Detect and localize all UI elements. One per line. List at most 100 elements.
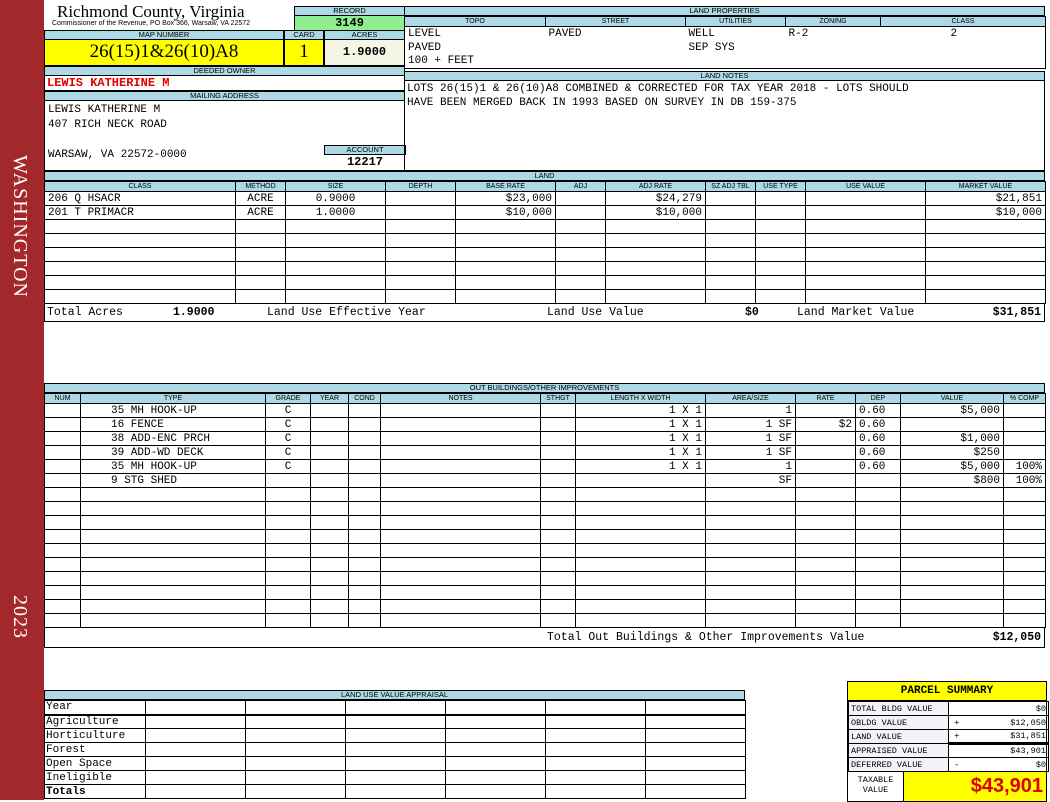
table-cell: 100 + FEET	[408, 55, 475, 68]
table-cell	[44, 275, 236, 290]
table-cell	[44, 543, 81, 558]
table-cell: 1 SF	[705, 417, 796, 432]
table-cell	[645, 756, 746, 771]
column-headers: TOPO STREET UTILITIES ZONING CLASS	[404, 16, 1046, 27]
table-cell	[755, 219, 806, 234]
table-cell: 0.60	[855, 459, 901, 474]
table-cell: 0.60	[855, 417, 901, 432]
column-header: NUM	[44, 393, 81, 404]
land-use-label: Open Space	[44, 756, 146, 771]
table-cell: $21,851	[925, 191, 1046, 206]
table-cell: $23,000	[455, 191, 556, 206]
table-cell	[265, 585, 311, 600]
table-cell: 1	[705, 459, 796, 474]
land-row	[44, 219, 1046, 234]
table-cell	[348, 557, 381, 572]
table-cell	[310, 417, 349, 432]
table-cell	[795, 473, 856, 488]
table-cell	[900, 515, 1004, 530]
table-cell	[44, 557, 81, 572]
mailing-address: LEWIS KATHERINE M 407 RICH NECK ROAD WAR…	[44, 101, 406, 171]
summary-operator	[948, 743, 965, 758]
table-cell	[310, 501, 349, 516]
table-cell	[44, 459, 81, 474]
table-cell	[855, 585, 901, 600]
column-header: UTILITIES	[685, 16, 786, 27]
outbuilding-row	[44, 613, 1046, 628]
summary-row: OBLDG VALUE + $12,050	[848, 715, 1049, 730]
column-header: TOPO	[404, 16, 546, 27]
table-cell	[705, 501, 796, 516]
table-cell	[645, 770, 746, 785]
table-cell	[925, 275, 1046, 290]
table-cell	[705, 275, 756, 290]
table-cell	[285, 219, 386, 234]
table-cell	[455, 289, 556, 304]
land-row: 206 Q HSACR ACRE 0.9000 $23,000 $24,279 $21,8…	[44, 191, 1046, 206]
table-cell: 0.60	[855, 445, 901, 460]
table-cell	[855, 529, 901, 544]
table-cell	[80, 515, 266, 530]
table-cell	[380, 473, 541, 488]
table-cell: 35 MH HOOK-UP	[80, 459, 266, 474]
table-cell	[285, 261, 386, 276]
land-use-row: Year	[44, 700, 746, 716]
table-cell	[310, 613, 349, 628]
table-cell	[1003, 557, 1046, 572]
table-cell	[310, 529, 349, 544]
column-header: BASE RATE	[455, 181, 556, 192]
land-use-label: Ineligible	[44, 770, 146, 785]
column-header: DEP	[855, 393, 901, 404]
table-cell	[540, 571, 576, 586]
table-cell	[445, 714, 546, 729]
table-cell	[575, 557, 706, 572]
land-use-label: LAND USE VALUE APPRAISAL	[44, 690, 745, 700]
table-cell	[705, 543, 796, 558]
table-cell	[455, 233, 556, 248]
table-cell	[380, 599, 541, 614]
table-cell	[555, 275, 606, 290]
table-cell	[348, 417, 381, 432]
table-cell	[348, 571, 381, 586]
table-cell	[795, 557, 856, 572]
table-cell	[795, 501, 856, 516]
table-cell	[310, 431, 349, 446]
table-cell	[245, 700, 346, 716]
outbuilding-row	[44, 571, 1046, 586]
table-cell	[540, 445, 576, 460]
column-header: CLASS	[44, 181, 236, 192]
column-header: YEAR	[310, 393, 349, 404]
summary-label: APPRAISED VALUE	[848, 743, 949, 758]
table-cell	[795, 585, 856, 600]
table-cell	[805, 205, 926, 220]
table-cell	[705, 219, 756, 234]
column-headers: CLASS METHOD SIZE DEPTH BASE RATE ADJ ADJ RATE…	[44, 181, 1046, 192]
land-use-label: Year	[44, 700, 146, 716]
table-cell	[545, 756, 646, 771]
table-cell	[546, 41, 686, 55]
table-cell	[455, 219, 556, 234]
table-cell	[455, 247, 556, 262]
table-cell	[348, 585, 381, 600]
table-cell	[795, 515, 856, 530]
table-cell	[605, 219, 706, 234]
table-cell	[80, 585, 266, 600]
table-cell	[686, 55, 786, 69]
column-header: COND	[348, 393, 381, 404]
table-cell	[44, 571, 81, 586]
account-number: 12217	[346, 155, 383, 169]
table-cell	[1003, 543, 1046, 558]
summary-row: APPRAISED VALUE $43,901	[848, 743, 1049, 758]
table-cell	[925, 289, 1046, 304]
table-cell	[795, 459, 856, 474]
table-cell: 1	[705, 403, 796, 418]
acres-value: 1.9000	[324, 40, 405, 66]
table-cell	[385, 219, 456, 234]
table-cell	[380, 543, 541, 558]
land-row	[44, 275, 1046, 290]
table-cell	[44, 403, 81, 418]
table-cell	[285, 233, 386, 248]
summary-operator: -	[948, 757, 965, 772]
